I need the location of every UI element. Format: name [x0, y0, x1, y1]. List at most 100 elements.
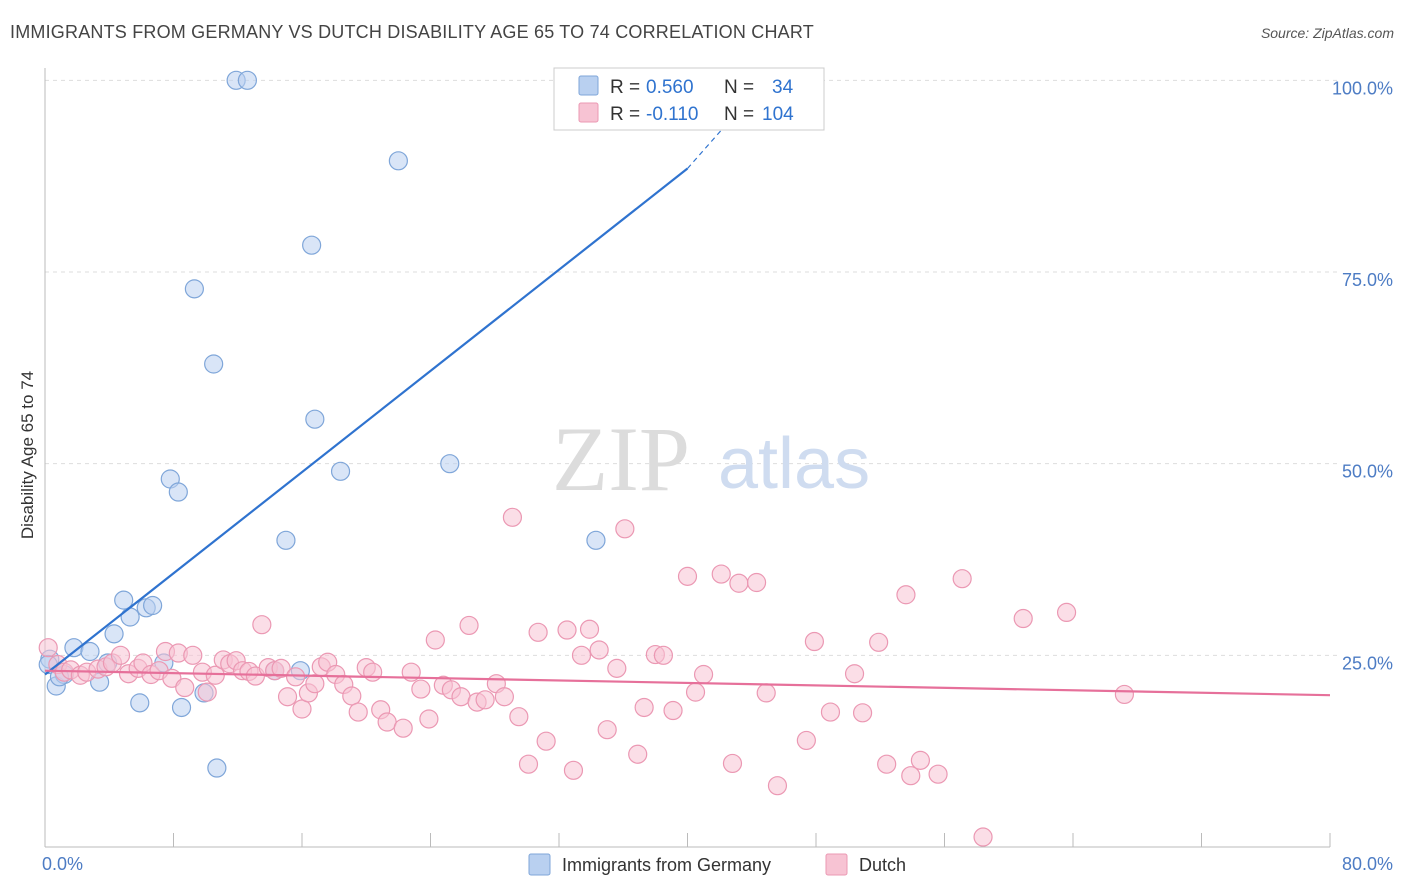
- legend-n-label-2: N =: [724, 104, 754, 125]
- dutch-point-96: [901, 766, 921, 786]
- dutch-point-85: [746, 572, 767, 593]
- germany-point-31: [586, 530, 606, 550]
- dutch-point-93: [869, 632, 889, 652]
- germany-point-27: [305, 409, 325, 429]
- y-tick-label-3: 100.0%: [1332, 78, 1393, 98]
- germany-point-9: [120, 607, 140, 627]
- dutch-point-84: [729, 573, 749, 593]
- germany-trendline: [44, 167, 689, 676]
- dutch-point-71: [597, 720, 617, 740]
- bottom-legend-germany: Immigrants from Germany: [562, 855, 771, 875]
- dutch-point-55: [451, 687, 471, 707]
- dutch-point-97: [910, 750, 931, 770]
- dutch-point-50: [411, 679, 431, 699]
- dutch-point-86: [756, 683, 776, 703]
- dutch-point-95: [896, 585, 916, 605]
- watermark-zip: ZIP: [552, 408, 690, 510]
- dutch-point-92: [852, 703, 873, 723]
- dutch-point-22: [205, 665, 225, 685]
- dutch-point-103: [1114, 684, 1135, 705]
- dutch-point-62: [509, 707, 529, 727]
- dutch-point-65: [536, 731, 556, 751]
- dutch-point-81: [693, 664, 714, 685]
- legend-n-value-1: 34: [772, 77, 794, 98]
- germany-point-28: [330, 461, 351, 481]
- dutch-point-72: [607, 658, 627, 678]
- legend-n-label-1: N =: [724, 77, 754, 98]
- y-tick-labels: 25.0% 50.0% 75.0% 100.0%: [1332, 78, 1393, 673]
- dutch-point-64: [528, 622, 548, 642]
- legend-r-label-2: R =: [610, 104, 640, 125]
- dutch-point-77: [653, 645, 674, 665]
- germany-point-19: [204, 354, 224, 374]
- dutch-point-83: [722, 753, 743, 774]
- dutch-point-82: [711, 564, 731, 584]
- y-tick-label-2: 75.0%: [1342, 270, 1393, 290]
- germany-point-7: [104, 624, 124, 644]
- bottom-legend-swatch-dutch: [825, 853, 848, 876]
- dutch-point-21: [197, 682, 217, 702]
- axes: [44, 68, 1331, 848]
- dutch-point-87: [767, 776, 788, 796]
- dutch-point-68: [571, 645, 592, 665]
- dutch-point-78: [663, 700, 683, 721]
- dutch-point-32: [271, 658, 291, 678]
- dutch-point-99: [952, 569, 972, 589]
- legend-r-value-2: -0.110: [646, 104, 698, 125]
- legend-r-value-1: 0.560: [646, 77, 694, 98]
- germany-point-29: [388, 151, 408, 171]
- watermark-atlas: atlas: [718, 424, 870, 504]
- bottom-legend: Immigrants from Germany Dutch: [528, 853, 906, 876]
- dutch-point-89: [804, 631, 824, 652]
- dutch-point-29: [252, 615, 272, 635]
- chart-title: IMMIGRANTS FROM GERMANY VS DUTCH DISABIL…: [10, 22, 814, 42]
- dutch-point-48: [393, 718, 413, 738]
- dutch-point-42: [342, 686, 362, 706]
- dutch-point-69: [579, 619, 600, 639]
- x-tick-labels: 0.0% 80.0%: [42, 854, 1393, 874]
- dutch-point-52: [425, 630, 445, 650]
- dutch-point-102: [1056, 602, 1077, 623]
- dutch-point-91: [844, 664, 865, 684]
- legend-box: [553, 67, 825, 131]
- y-tick-label-1: 50.0%: [1342, 462, 1393, 482]
- germany-point-20: [207, 758, 227, 778]
- dutch-point-35: [292, 699, 312, 719]
- dutch-point-43: [348, 702, 368, 722]
- series-dutch: [38, 507, 1135, 847]
- dutch-point-60: [494, 687, 514, 707]
- bottom-legend-dutch: Dutch: [859, 855, 906, 875]
- dutch-point-80: [685, 682, 706, 702]
- legend-r-label-1: R =: [610, 77, 640, 98]
- germany-trendline-extension: [687, 95, 753, 169]
- dutch-point-56: [459, 615, 479, 636]
- dutch-point-51: [419, 709, 439, 729]
- top-legend: R = 0.560 N = 34 R = -0.110 N = 104: [553, 67, 825, 131]
- x-tick-label-right: 80.0%: [1342, 854, 1393, 874]
- dutch-point-67: [563, 760, 584, 780]
- dutch-point-0: [38, 638, 58, 658]
- germany-point-22: [237, 70, 257, 90]
- germany-point-30: [440, 454, 460, 474]
- dutch-point-58: [475, 690, 495, 710]
- x-tick-label-left: 0.0%: [42, 854, 83, 874]
- trendlines: [44, 95, 1331, 697]
- dutch-point-79: [677, 566, 698, 586]
- legend-swatch-dutch: [578, 102, 599, 123]
- dutch-point-45: [363, 662, 383, 682]
- dutch-point-18: [175, 677, 195, 698]
- germany-point-4: [80, 641, 100, 662]
- legend-n-value-2: 104: [762, 104, 794, 125]
- dutch-point-34: [285, 667, 306, 687]
- dutch-point-47: [377, 712, 397, 732]
- dutch-point-73: [615, 519, 635, 539]
- germany-point-16: [171, 697, 192, 718]
- dutch-point-75: [634, 697, 654, 718]
- dutch-point-100: [973, 827, 993, 847]
- dutch-point-70: [589, 640, 609, 660]
- y-tick-label-0: 25.0%: [1342, 653, 1393, 673]
- dutch-point-90: [820, 702, 841, 722]
- dutch-point-63: [518, 754, 539, 774]
- dutch-point-33: [277, 687, 298, 707]
